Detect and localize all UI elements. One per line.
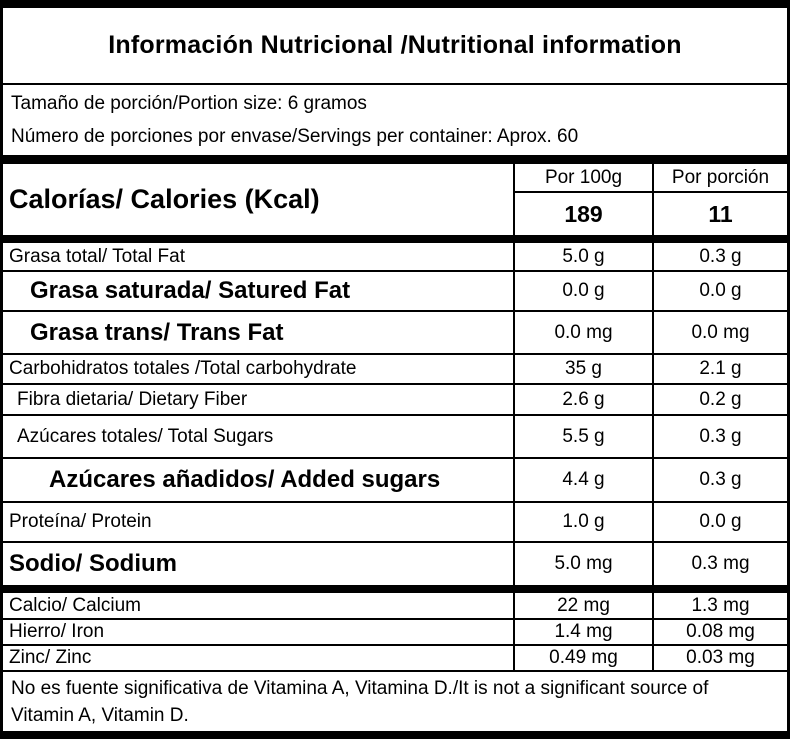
calories-per-portion-value: 11 xyxy=(652,193,787,235)
per-portion-value: 2.1 g xyxy=(652,355,787,383)
per-portion-value: 1.3 mg xyxy=(652,593,787,618)
section-divider xyxy=(3,235,787,243)
row-dietary-fiber: Fibra dietaria/ Dietary Fiber 2.6 g 0.2 … xyxy=(3,383,787,414)
per-portion-value: 0.03 mg xyxy=(652,646,787,670)
per-portion-value: 0.3 g xyxy=(652,416,787,457)
row-iron: Hierro/ Iron 1.4 mg 0.08 mg xyxy=(3,618,787,644)
portion-size-text: Tamaño de porción/Portion size: 6 gramos xyxy=(11,93,367,114)
nutrient-label: Grasa saturada/ Satured Fat xyxy=(30,277,351,304)
per-100g-value: 35 g xyxy=(513,355,652,383)
per-100g-value: 0.0 mg xyxy=(513,312,652,353)
per-100g-value: 0.0 g xyxy=(513,272,652,310)
per-portion-value: 0.3 mg xyxy=(652,543,787,585)
row-protein: Proteína/ Protein 1.0 g 0.0 g xyxy=(3,501,787,541)
per-portion-value: 0.3 g xyxy=(652,243,787,270)
per-portion-value: 0.3 g xyxy=(652,459,787,501)
row-zinc: Zinc/ Zinc 0.49 mg 0.03 mg xyxy=(3,644,787,670)
nutrient-label: Proteína/ Protein xyxy=(9,511,152,532)
row-trans-fat: Grasa trans/ Trans Fat 0.0 mg 0.0 mg xyxy=(3,310,787,353)
nutrient-label: Zinc/ Zinc xyxy=(9,647,92,668)
per-100g-value: 5.0 g xyxy=(513,243,652,270)
per-portion-value: 0.0 g xyxy=(652,272,787,310)
nutrient-label: Hierro/ Iron xyxy=(9,621,105,642)
nutrient-label: Azúcares añadidos/ Added sugars xyxy=(49,466,441,493)
row-saturated-fat: Grasa saturada/ Satured Fat 0.0 g 0.0 g xyxy=(3,270,787,310)
per-100g-value: 4.4 g xyxy=(513,459,652,501)
per-100g-value: 5.0 mg xyxy=(513,543,652,585)
per-100g-value: 1.4 mg xyxy=(513,620,652,644)
per-100g-value: 22 mg xyxy=(513,593,652,618)
nutrient-label: Carbohidratos totales /Total carbohydrat… xyxy=(9,358,357,379)
per-100g-value: 2.6 g xyxy=(513,385,652,414)
calories-values-row: 189 11 xyxy=(513,193,787,235)
nutrient-label: Sodio/ Sodium xyxy=(9,550,177,577)
nutrient-label: Grasa trans/ Trans Fat xyxy=(30,318,284,346)
row-total-sugars: Azúcares totales/ Total Sugars 5.5 g 0.3… xyxy=(3,414,787,457)
nutrient-label: Calcio/ Calcium xyxy=(9,594,141,616)
calories-label: Calorías/ Calories (Kcal) xyxy=(9,184,320,214)
column-header-per-100g: Por 100g xyxy=(513,164,652,193)
calories-per-100g-value: 189 xyxy=(513,193,652,235)
row-total-fat: Grasa total/ Total Fat 5.0 g 0.3 g xyxy=(3,243,787,270)
per-portion-value: 0.0 g xyxy=(652,503,787,541)
column-header-row: Por 100g Por porción xyxy=(513,164,787,193)
per-portion-value: 0.08 mg xyxy=(652,620,787,644)
row-sodium: Sodio/ Sodium 5.0 mg 0.3 mg xyxy=(3,541,787,585)
nutrient-label: Azúcares totales/ Total Sugars xyxy=(17,425,274,447)
row-calcium: Calcio/ Calcium 22 mg 1.3 mg xyxy=(3,593,787,618)
row-added-sugars: Azúcares añadidos/ Added sugars 4.4 g 0.… xyxy=(3,457,787,501)
column-header-per-portion: Por porción xyxy=(652,164,787,193)
per-portion-value: 0.2 g xyxy=(652,385,787,414)
label-title: Información Nutricional /Nutritional inf… xyxy=(3,8,787,85)
calories-values-area: Por 100g Por porción 189 11 xyxy=(513,164,787,235)
section-divider xyxy=(3,155,787,164)
per-100g-value: 5.5 g xyxy=(513,416,652,457)
row-calories: Calorías/ Calories (Kcal) Por 100g Por p… xyxy=(3,164,787,235)
footnote: No es fuente significativa de Vitamina A… xyxy=(3,670,787,731)
per-100g-value: 1.0 g xyxy=(513,503,652,541)
servings-per-container-text: Número de porciones por envase/Servings … xyxy=(11,126,579,147)
section-divider xyxy=(3,585,787,593)
nutrient-label: Fibra dietaria/ Dietary Fiber xyxy=(17,388,248,410)
per-portion-value: 0.0 mg xyxy=(652,312,787,353)
row-total-carbohydrate: Carbohidratos totales /Total carbohydrat… xyxy=(3,353,787,383)
nutrient-label: Grasa total/ Total Fat xyxy=(9,245,186,267)
per-100g-value: 0.49 mg xyxy=(513,646,652,670)
